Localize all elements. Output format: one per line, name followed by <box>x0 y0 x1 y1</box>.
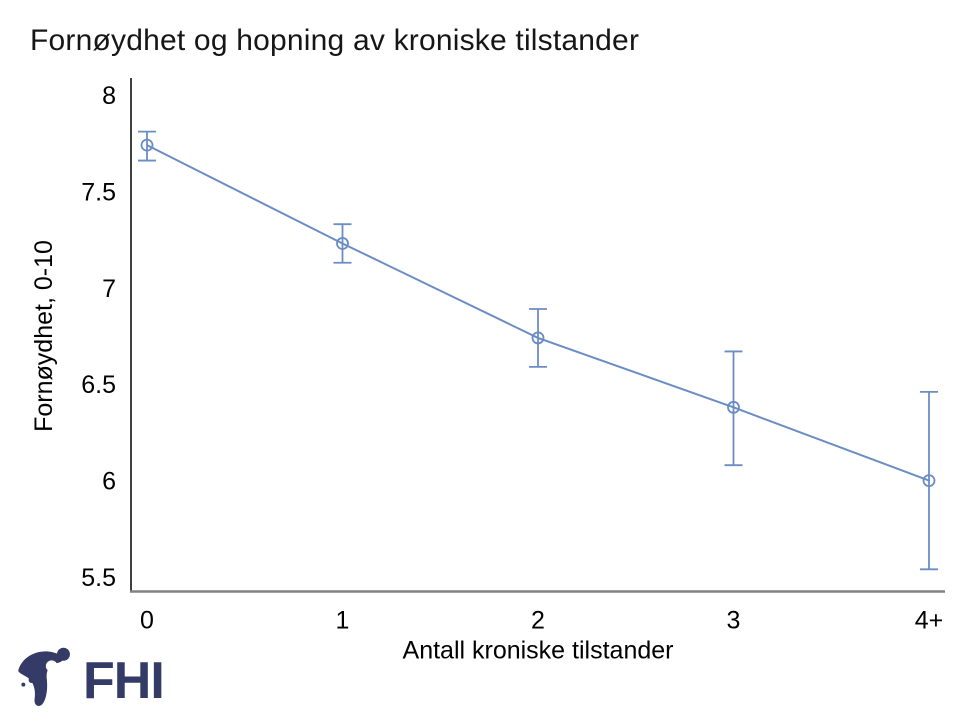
y-tick-label: 5.5 <box>81 564 116 592</box>
y-axis-title: Fornøydhet, 0-10 <box>30 240 58 432</box>
y-tick-label: 6.5 <box>81 371 116 399</box>
x-axis-title: Antall kroniske tilstander <box>403 637 674 665</box>
fhi-logo-text: FHI <box>83 652 165 710</box>
chart-title: Fornøydhet og hopning av kroniske tilsta… <box>30 24 640 57</box>
y-tick-label: 7.5 <box>81 178 116 206</box>
x-tick-label: 4+ <box>915 607 944 635</box>
x-tick-label: 3 <box>727 607 741 635</box>
data-point-marker <box>336 237 349 250</box>
y-tick-label: 8 <box>102 82 116 110</box>
series-line <box>146 144 930 482</box>
x-tick-label: 1 <box>336 607 350 635</box>
data-point-marker <box>140 138 154 152</box>
x-tick-label: 2 <box>531 607 545 635</box>
y-tick-label: 7 <box>102 275 116 303</box>
data-point-marker <box>727 400 740 414</box>
fhi-logo: FHI <box>16 645 165 717</box>
x-tick-label: 0 <box>140 607 154 635</box>
y-tick-label: 6 <box>102 468 116 496</box>
data-point-marker <box>531 331 545 345</box>
fhi-figure-mark-icon <box>18 647 70 706</box>
data-point-marker <box>922 474 936 488</box>
